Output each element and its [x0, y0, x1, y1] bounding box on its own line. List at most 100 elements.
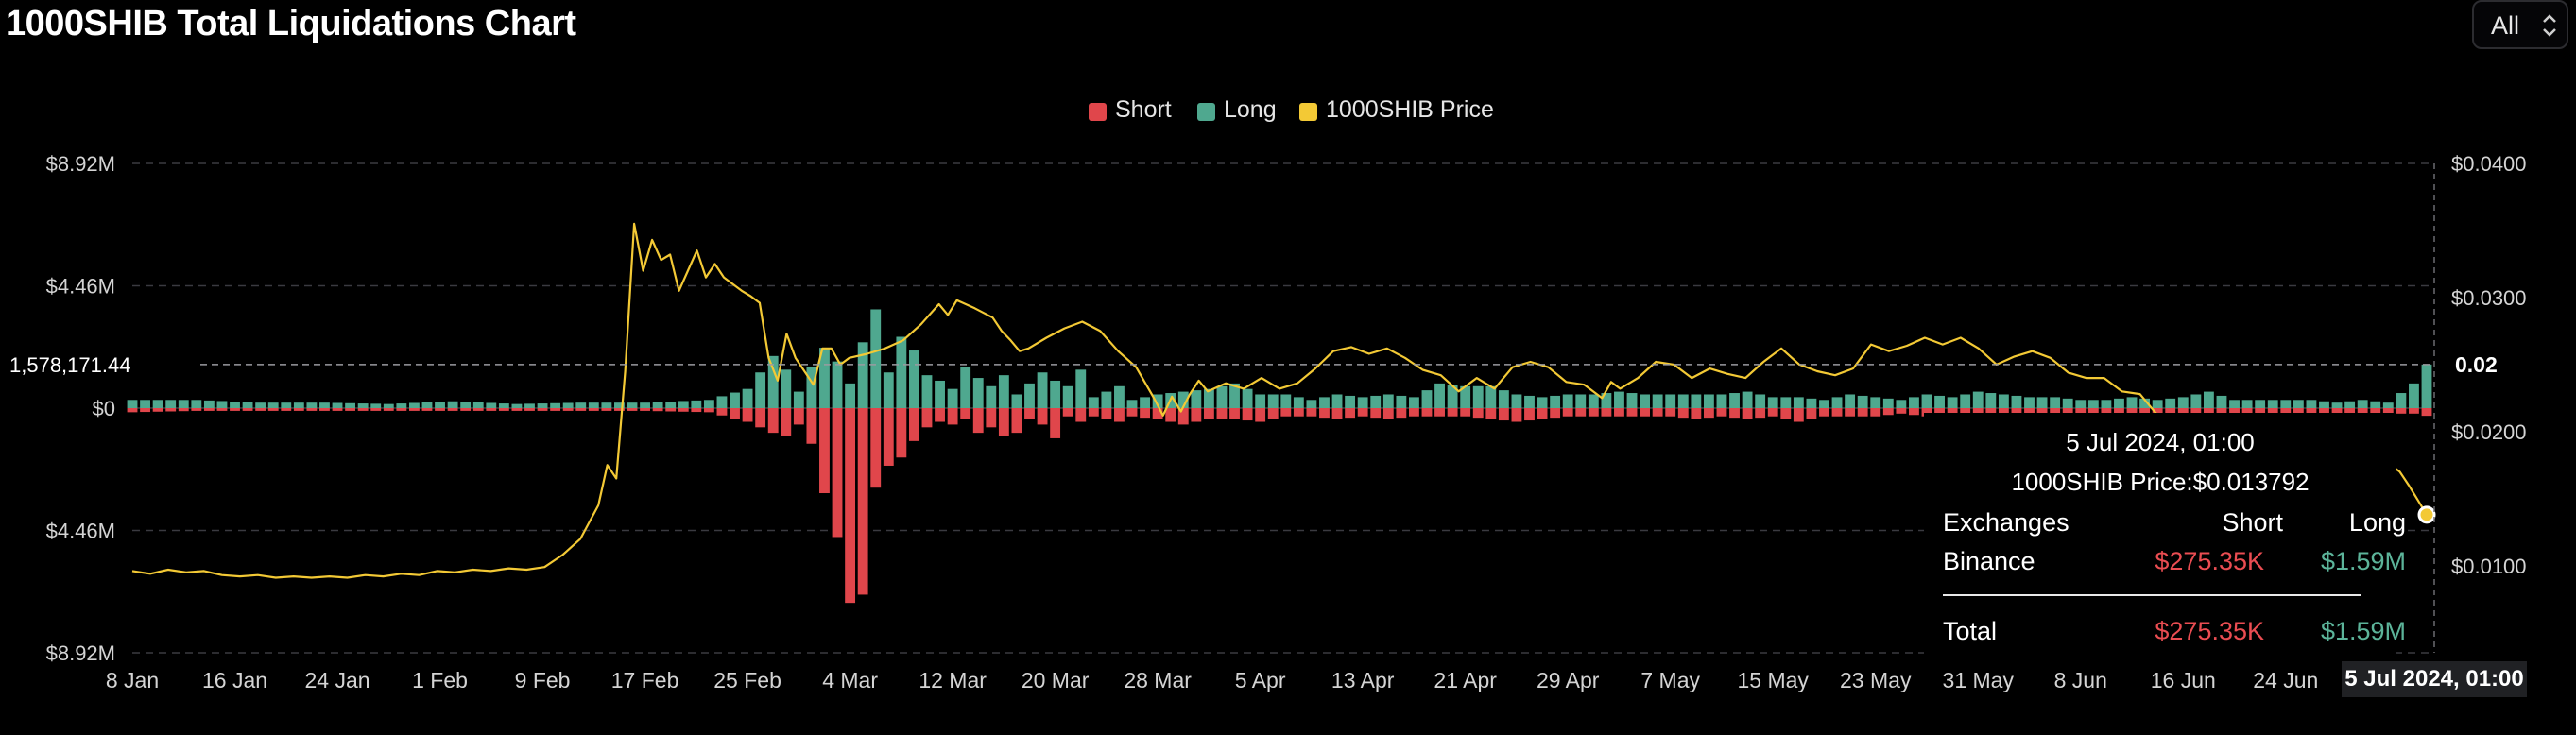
long-bar[interactable] — [703, 400, 714, 408]
long-bar[interactable] — [896, 336, 907, 408]
short-bar[interactable] — [1382, 408, 1394, 419]
long-bar[interactable] — [1075, 369, 1087, 408]
short-bar[interactable] — [1819, 408, 1829, 417]
long-bar[interactable] — [2101, 400, 2112, 408]
short-bar[interactable] — [332, 408, 343, 411]
long-bar[interactable] — [1024, 383, 1035, 408]
short-bar[interactable] — [1447, 408, 1458, 417]
short-bar[interactable] — [1677, 408, 1689, 419]
long-bar[interactable] — [1691, 394, 1702, 408]
short-bar[interactable] — [883, 408, 894, 466]
long-bar[interactable] — [2190, 394, 2202, 408]
short-bar[interactable] — [357, 408, 369, 411]
short-bar[interactable] — [550, 408, 561, 411]
long-bar[interactable] — [216, 401, 228, 408]
short-bar[interactable] — [908, 408, 919, 441]
long-bar[interactable] — [1216, 385, 1228, 408]
long-bar[interactable] — [396, 403, 407, 408]
short-bar[interactable] — [935, 408, 945, 422]
short-bar[interactable] — [793, 408, 804, 425]
short-bar[interactable] — [678, 408, 689, 412]
long-bar[interactable] — [1191, 390, 1202, 408]
long-bar[interactable] — [421, 402, 433, 408]
short-bar[interactable] — [1755, 408, 1766, 419]
long-bar[interactable] — [575, 402, 587, 408]
short-bar[interactable] — [1255, 408, 1266, 422]
short-bar[interactable] — [408, 408, 420, 411]
long-bar[interactable] — [1306, 400, 1317, 408]
long-bar[interactable] — [2319, 401, 2329, 408]
long-bar[interactable] — [2126, 397, 2138, 408]
short-bar[interactable] — [498, 408, 509, 411]
short-bar[interactable] — [1921, 408, 1932, 417]
long-bar[interactable] — [1882, 398, 1894, 408]
short-bar[interactable] — [2190, 408, 2202, 414]
long-bar[interactable] — [972, 378, 984, 408]
short-bar[interactable] — [627, 408, 638, 411]
long-bar[interactable] — [1114, 385, 1125, 408]
short-bar[interactable] — [1511, 408, 1522, 422]
short-bar[interactable] — [1357, 408, 1368, 417]
short-bar[interactable] — [1588, 408, 1599, 417]
short-bar[interactable] — [2241, 408, 2253, 416]
long-bar[interactable] — [1972, 391, 1984, 408]
long-bar[interactable] — [1280, 394, 1292, 408]
short-bar[interactable] — [716, 408, 728, 416]
short-bar[interactable] — [2126, 408, 2138, 414]
long-bar[interactable] — [1677, 394, 1689, 408]
long-bar[interactable] — [1921, 394, 1932, 408]
short-bar[interactable] — [191, 408, 202, 411]
long-bar[interactable] — [2177, 397, 2189, 408]
short-bar[interactable] — [255, 408, 266, 411]
long-bar[interactable] — [1126, 400, 1138, 408]
long-bar[interactable] — [1767, 397, 1778, 408]
long-bar[interactable] — [1177, 391, 1189, 408]
short-bar[interactable] — [1626, 408, 1638, 417]
long-bar[interactable] — [1319, 397, 1330, 408]
short-bar[interactable] — [1370, 408, 1382, 419]
short-bar[interactable] — [1280, 408, 1292, 417]
long-bar[interactable] — [1242, 388, 1253, 408]
short-bar[interactable] — [1319, 408, 1330, 419]
long-bar[interactable] — [1857, 395, 1868, 408]
long-bar[interactable] — [281, 402, 292, 408]
short-bar[interactable] — [857, 408, 868, 595]
short-bar[interactable] — [1972, 408, 1984, 417]
long-bar[interactable] — [1934, 395, 1945, 408]
long-bar[interactable] — [524, 403, 535, 408]
short-bar[interactable] — [1037, 408, 1048, 425]
long-bar[interactable] — [460, 402, 472, 408]
long-bar[interactable] — [1575, 394, 1587, 408]
short-bar[interactable] — [2382, 408, 2394, 414]
short-bar[interactable] — [870, 408, 882, 488]
short-bar[interactable] — [2177, 408, 2189, 414]
short-bar[interactable] — [2357, 408, 2368, 414]
short-bar[interactable] — [1267, 408, 1279, 419]
short-bar[interactable] — [730, 408, 740, 419]
short-bar[interactable] — [2087, 408, 2099, 416]
long-bar[interactable] — [2370, 401, 2381, 408]
short-bar[interactable] — [2370, 408, 2381, 414]
short-bar[interactable] — [472, 408, 484, 411]
long-bar[interactable] — [678, 401, 689, 408]
short-bar[interactable] — [165, 408, 177, 412]
short-bar[interactable] — [319, 408, 330, 411]
long-bar[interactable] — [191, 400, 202, 408]
price-line[interactable] — [131, 222, 2428, 579]
short-bar[interactable] — [1998, 408, 2009, 414]
short-bar[interactable] — [216, 408, 228, 411]
short-bar[interactable] — [1857, 408, 1868, 417]
short-bar[interactable] — [1793, 408, 1804, 422]
short-bar[interactable] — [562, 408, 574, 411]
short-bar[interactable] — [1177, 408, 1189, 425]
short-bar[interactable] — [1601, 408, 1612, 417]
short-bar[interactable] — [1703, 408, 1714, 419]
short-bar[interactable] — [1614, 408, 1624, 417]
short-bar[interactable] — [460, 408, 472, 411]
long-bar[interactable] — [857, 342, 868, 408]
long-bar[interactable] — [652, 402, 663, 408]
long-bar[interactable] — [767, 355, 779, 408]
short-bar[interactable] — [306, 408, 318, 411]
short-bar[interactable] — [691, 408, 702, 413]
short-bar[interactable] — [1882, 408, 1894, 416]
